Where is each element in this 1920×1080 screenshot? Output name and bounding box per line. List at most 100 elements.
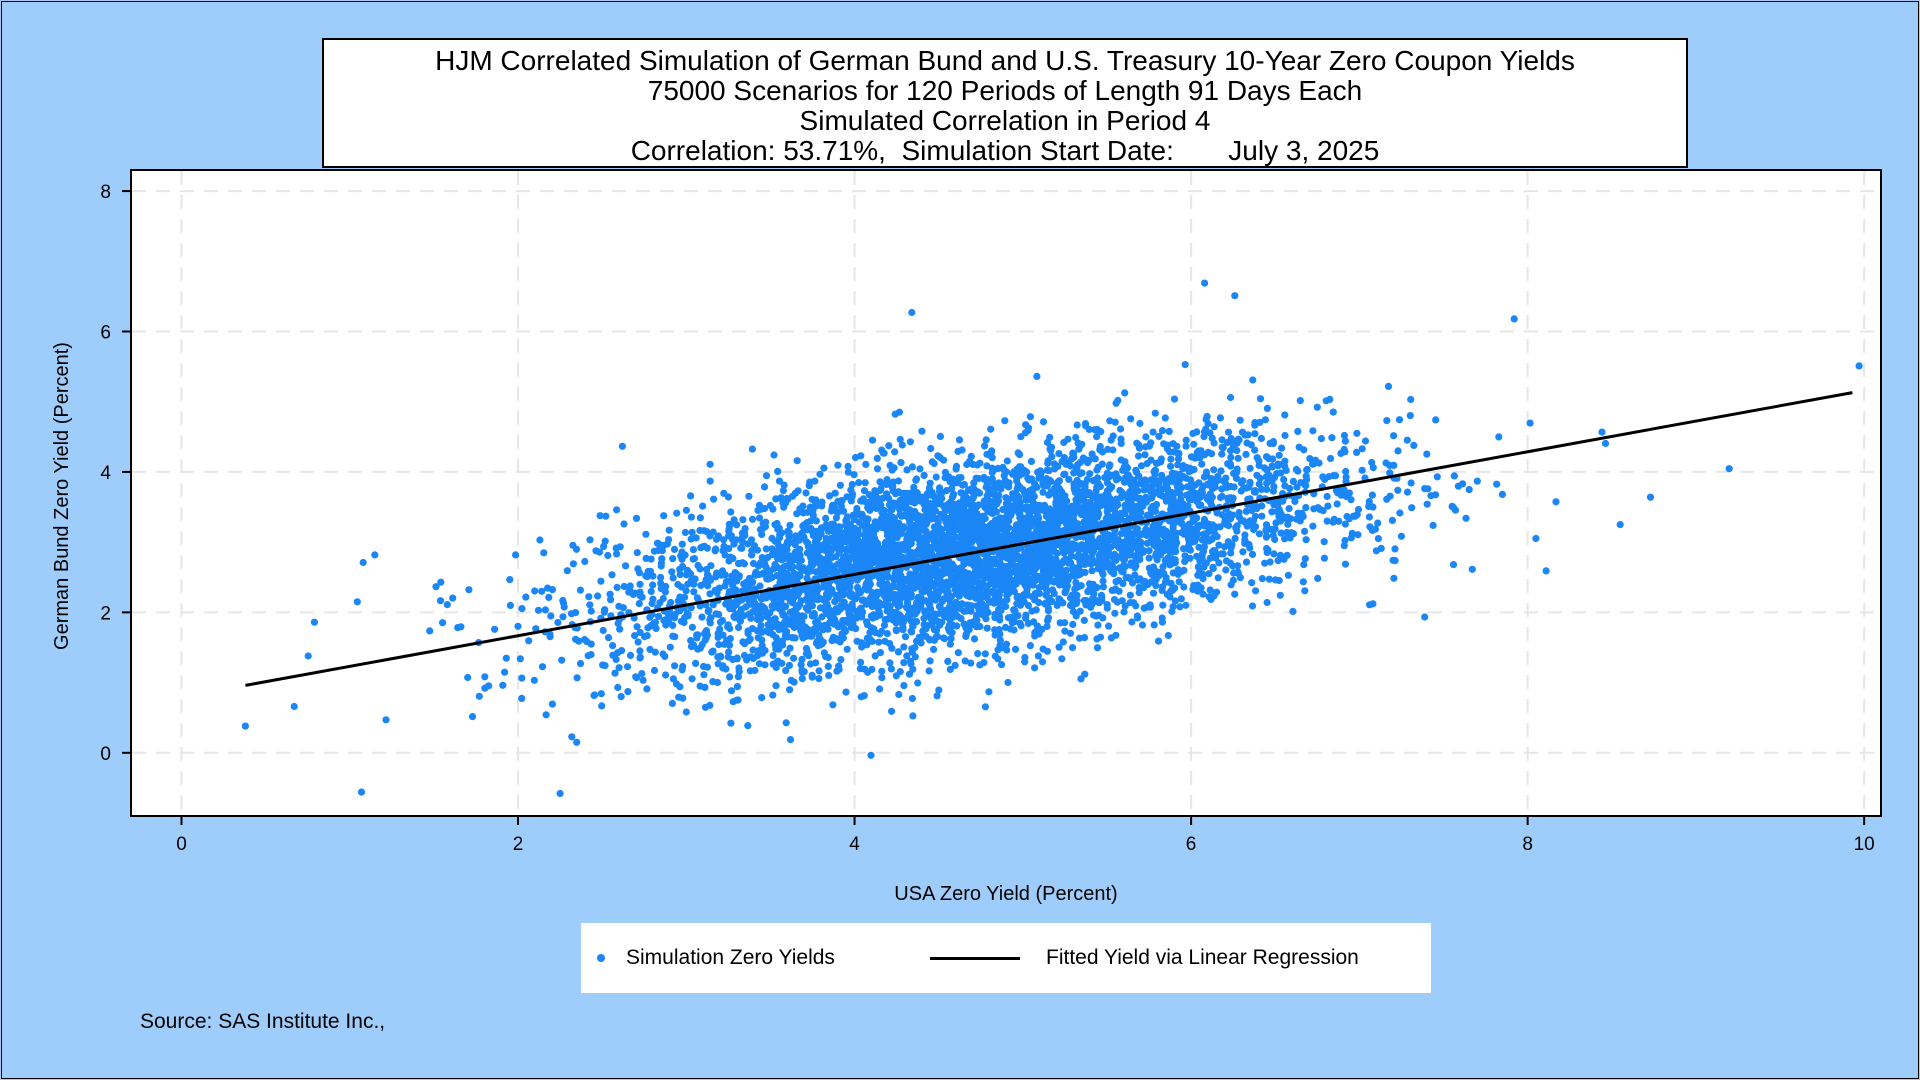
scatter-point: [544, 584, 552, 592]
scatter-point: [1157, 455, 1165, 463]
scatter-point: [1163, 441, 1172, 449]
chart-title-box: HJM Correlated Simulation of German Bund…: [322, 38, 1688, 168]
scatter-point: [760, 483, 769, 491]
scatter-point: [1248, 550, 1257, 559]
scatter-point: [1008, 618, 1016, 626]
scatter-point: [1073, 553, 1081, 561]
scatter-point: [703, 544, 711, 552]
scatter-point: [591, 691, 599, 699]
scatter-point: [1134, 614, 1142, 622]
scatter-point: [1234, 454, 1242, 462]
scatter-point: [1016, 619, 1024, 627]
scatter-point: [842, 616, 851, 624]
scatter-point: [587, 607, 595, 615]
scatter-point: [1025, 560, 1033, 568]
scatter-point: [979, 512, 987, 520]
scatter-point: [716, 625, 724, 633]
scatter-point: [601, 662, 609, 670]
scatter-point: [1342, 492, 1350, 500]
scatter-point: [1073, 597, 1081, 605]
scatter-point: [796, 505, 804, 513]
scatter-point: [681, 528, 690, 537]
scatter-point: [687, 643, 696, 651]
scatter-point: [976, 582, 984, 590]
scatter-point: [1061, 627, 1069, 635]
scatter-point: [611, 669, 619, 677]
scatter-point: [693, 594, 702, 602]
scatter-point: [1199, 570, 1207, 579]
scatter-point: [586, 536, 594, 544]
scatter-point: [632, 673, 640, 681]
scatter-point: [876, 649, 885, 657]
scatter-point: [867, 751, 875, 759]
scatter-point: [793, 457, 801, 465]
scatter-point: [1026, 642, 1034, 650]
scatter-point: [1154, 637, 1163, 645]
scatter-point: [915, 550, 923, 559]
scatter-point: [807, 517, 815, 525]
scatter-point: [850, 471, 858, 479]
scatter-point: [893, 595, 901, 603]
scatter-point: [1172, 516, 1180, 524]
scatter-point: [1176, 603, 1184, 611]
scatter-point: [735, 560, 743, 568]
scatter-point: [511, 551, 520, 559]
scatter-point: [1033, 372, 1041, 380]
scatter-point: [1432, 416, 1440, 424]
scatter-point: [999, 506, 1007, 514]
scatter-point: [976, 622, 984, 631]
scatter-point: [676, 565, 684, 573]
scatter-point: [644, 567, 652, 576]
scatter-point: [843, 645, 851, 653]
scatter-point: [926, 657, 934, 665]
scatter-point: [437, 578, 445, 586]
scatter-point: [514, 622, 522, 630]
scatter-point: [851, 524, 859, 532]
scatter-point: [1139, 546, 1147, 555]
scatter-point: [712, 573, 720, 581]
scatter-point: [991, 652, 999, 660]
scatter-point: [842, 552, 850, 560]
scatter-point: [775, 626, 783, 634]
scatter-point: [1219, 550, 1227, 558]
scatter-point: [506, 601, 514, 610]
scatter-point: [665, 526, 673, 534]
scatter-point: [974, 489, 982, 497]
scatter-point: [866, 635, 874, 643]
scatter-point: [604, 551, 612, 560]
scatter-point: [900, 643, 908, 651]
scatter-point: [992, 496, 1000, 504]
scatter-point: [966, 457, 974, 465]
scatter-point: [904, 611, 912, 620]
scatter-point: [863, 586, 871, 594]
scatter-point: [1226, 515, 1235, 523]
scatter-point: [1088, 555, 1096, 563]
scatter-point: [1313, 403, 1321, 411]
scatter-point: [780, 563, 788, 571]
scatter-point: [836, 523, 844, 531]
scatter-point: [826, 492, 834, 500]
scatter-point: [1211, 530, 1219, 538]
scatter-point: [900, 682, 908, 690]
scatter-point: [807, 552, 816, 561]
scatter-point: [686, 570, 695, 578]
scatter-point: [1034, 512, 1042, 521]
scatter-point: [709, 678, 717, 686]
scatter-point: [1053, 549, 1061, 557]
scatter-point: [1277, 529, 1285, 537]
scatter-point: [1462, 514, 1470, 522]
scatter-point: [1168, 607, 1176, 616]
scatter-point: [796, 551, 804, 559]
scatter-point: [449, 594, 457, 602]
scatter-point: [1150, 541, 1158, 549]
scatter-point: [920, 565, 928, 573]
scatter-point: [955, 592, 963, 600]
scatter-point: [851, 453, 860, 462]
scatter-point: [620, 582, 628, 591]
scatter-point: [847, 497, 855, 505]
scatter-point: [560, 603, 568, 611]
scatter-point: [1163, 578, 1171, 586]
scatter-point: [1353, 429, 1361, 437]
scatter-point: [643, 685, 651, 693]
scatter-point: [1410, 441, 1418, 449]
